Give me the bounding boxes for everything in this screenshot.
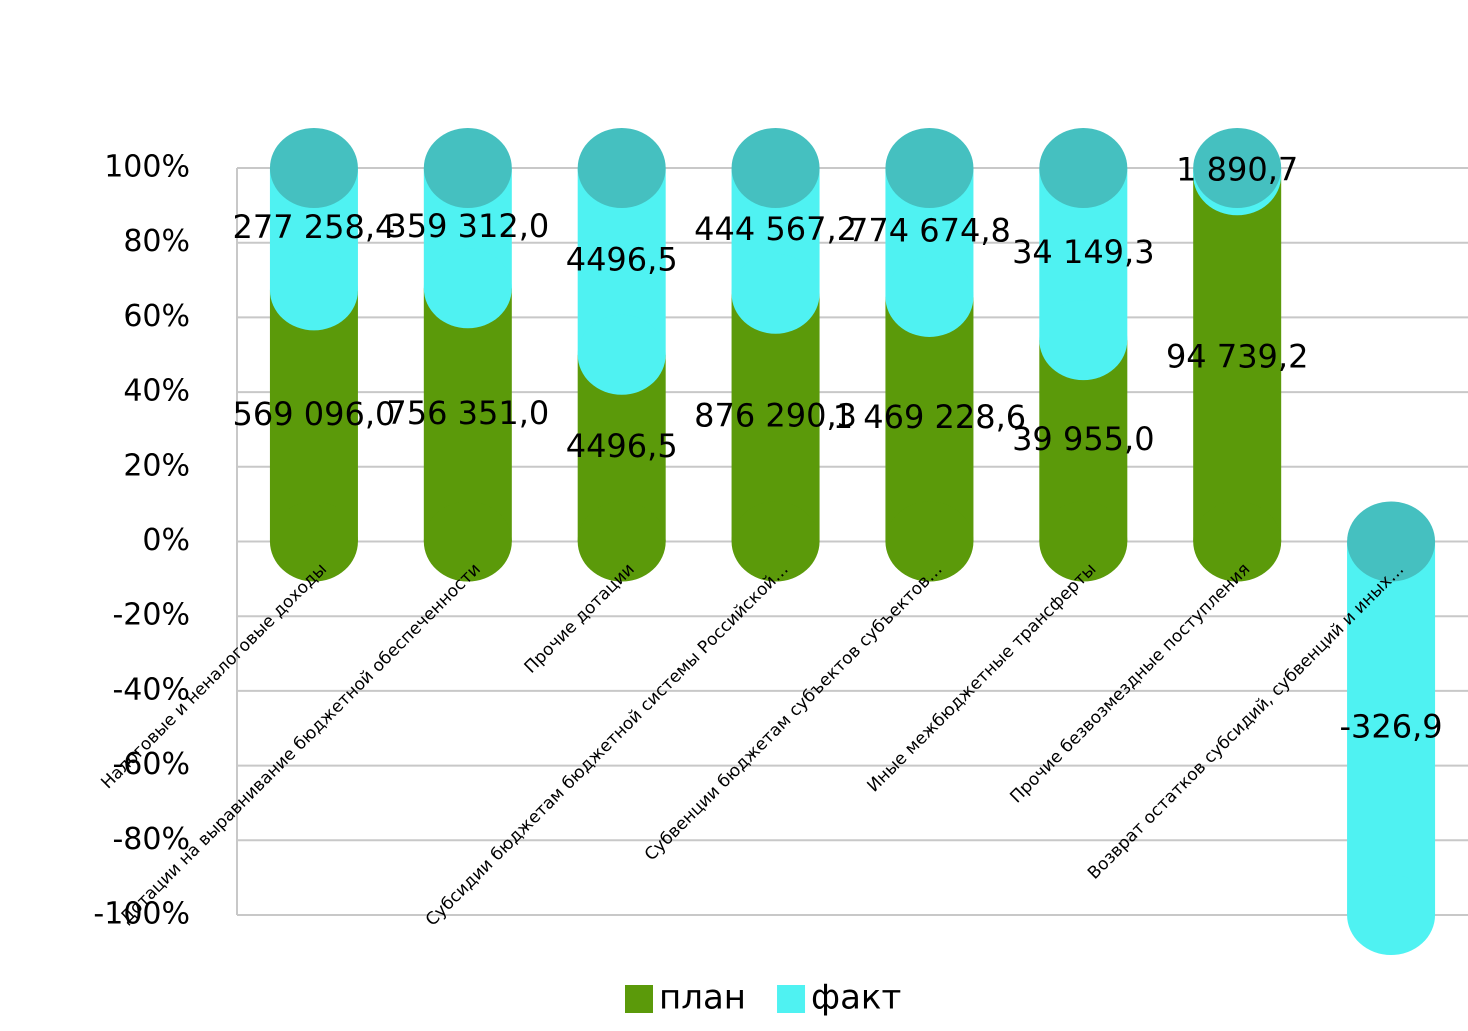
y-tick-label: 0%	[142, 523, 190, 558]
cylinder-top	[1193, 128, 1282, 208]
data-label: 756 351,0	[386, 394, 549, 432]
y-tick-label: 40%	[123, 374, 190, 409]
legend-swatch	[625, 985, 653, 1013]
cylinder-cap	[1193, 501, 1282, 582]
cylinder-cap	[577, 501, 666, 582]
cylinder-segment	[731, 293, 820, 542]
cylinder-segment	[269, 290, 358, 542]
cylinder-segment	[885, 296, 974, 542]
cylinder-cap	[577, 314, 666, 395]
data-label: 277 258,4	[233, 208, 396, 246]
data-label: 34 149,3	[1012, 233, 1155, 271]
y-tick-label: -20%	[112, 598, 190, 633]
data-label: 1 890,7	[1176, 151, 1298, 189]
cylinder-cap	[885, 501, 974, 582]
data-label: 569 096,0	[233, 395, 396, 433]
y-tick-label: 20%	[123, 448, 190, 483]
legend-swatch	[777, 985, 806, 1013]
cylinder-top	[885, 128, 974, 208]
cylinder-top	[423, 128, 512, 208]
y-tick-label: -100%	[93, 897, 190, 932]
data-label: 39 955,0	[1012, 420, 1155, 458]
y-tick-label: 80%	[123, 224, 190, 259]
cylinder-cap	[423, 501, 512, 582]
cylinder-top	[577, 128, 666, 208]
cylinder-cap	[1347, 501, 1436, 582]
data-label: 1 469 228,6	[833, 398, 1026, 436]
y-tick-label: -40%	[112, 672, 190, 707]
cylinder-segment	[1347, 541, 1436, 915]
cylinder-cap	[423, 248, 512, 329]
cylinder-cap	[1347, 875, 1436, 955]
data-label: 94 739,2	[1166, 337, 1309, 375]
data-label: -326,9	[1339, 707, 1442, 745]
cylinder-cap	[885, 256, 974, 337]
cylinder-cap	[731, 501, 820, 582]
data-label: 4496,5	[566, 427, 678, 465]
cylinder-cap	[1039, 501, 1128, 582]
legend-label: план	[659, 978, 746, 1018]
cylinder-cap	[731, 253, 820, 334]
y-tick-label: -60%	[112, 747, 190, 782]
cylinder-top	[269, 128, 358, 208]
y-tick-label: -80%	[112, 822, 190, 857]
y-tick-label: 60%	[123, 299, 190, 334]
data-label: 4496,5	[566, 240, 678, 278]
cylinder-top	[1039, 128, 1128, 208]
cylinder-top	[731, 128, 820, 208]
x-tick-label: Прочие дотации	[521, 559, 639, 677]
x-tick-label: Субсидии бюджетам бюджетной системы Росс…	[422, 559, 793, 930]
x-tick-label: Прочие безвозмездные поступления	[1006, 559, 1254, 807]
data-label: 359 312,0	[386, 207, 549, 245]
cylinder-cap	[269, 501, 358, 582]
cylinder-segment	[423, 288, 512, 542]
data-label: 774 674,8	[848, 211, 1011, 249]
cylinder-segment	[1193, 175, 1282, 542]
data-label: 876 290,3	[694, 397, 857, 435]
y-tick-label: 100%	[104, 150, 190, 185]
x-tick-label: Субвенции бюджетам субъектов субъектов…	[641, 559, 947, 865]
cylinder-cap	[1039, 300, 1128, 381]
data-label: 444 567,2	[694, 210, 857, 248]
cylinder-cap	[269, 250, 358, 331]
legend-label: факт	[811, 978, 901, 1018]
